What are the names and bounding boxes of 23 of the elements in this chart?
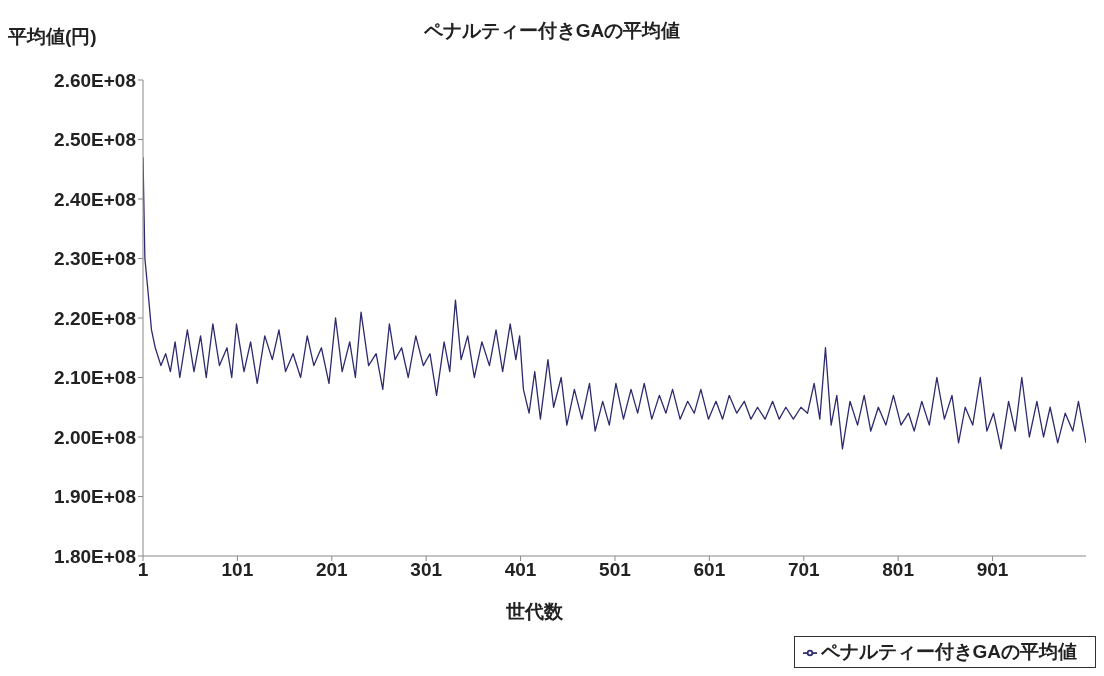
y-axis-title: 平均値(円) [8, 25, 97, 49]
y-tick-label: 1.90E+08 [54, 486, 136, 508]
y-tick-label: 2.20E+08 [54, 307, 136, 329]
x-tick-label: 1 [137, 559, 149, 581]
x-tick-label: 701 [787, 559, 821, 581]
x-axis-title: 世代数 [505, 601, 564, 622]
x-tick-label: 601 [693, 559, 726, 581]
y-tick-label: 2.40E+08 [54, 188, 136, 210]
x-tick-label: 301 [410, 559, 443, 581]
y-tick-label: 2.10E+08 [54, 367, 136, 389]
x-tick-label: 101 [221, 559, 254, 581]
y-tick-label: 2.60E+08 [54, 69, 136, 91]
x-tick-label: 401 [504, 559, 537, 581]
x-tick-label: 201 [315, 559, 349, 581]
y-tick-label: 2.00E+08 [54, 426, 136, 448]
legend-label: ペナルティー付きGAの平均値 [820, 641, 1077, 662]
y-tick-label: 2.30E+08 [54, 248, 136, 270]
y-tick-label: 1.80E+08 [54, 545, 136, 567]
x-tick-label: 901 [976, 559, 1009, 581]
x-tick-label: 501 [599, 559, 632, 581]
chart-title: ペナルティー付きGAの平均値 [423, 20, 681, 41]
y-tick-label: 2.50E+08 [54, 129, 136, 151]
x-tick-label: 801 [882, 559, 915, 581]
